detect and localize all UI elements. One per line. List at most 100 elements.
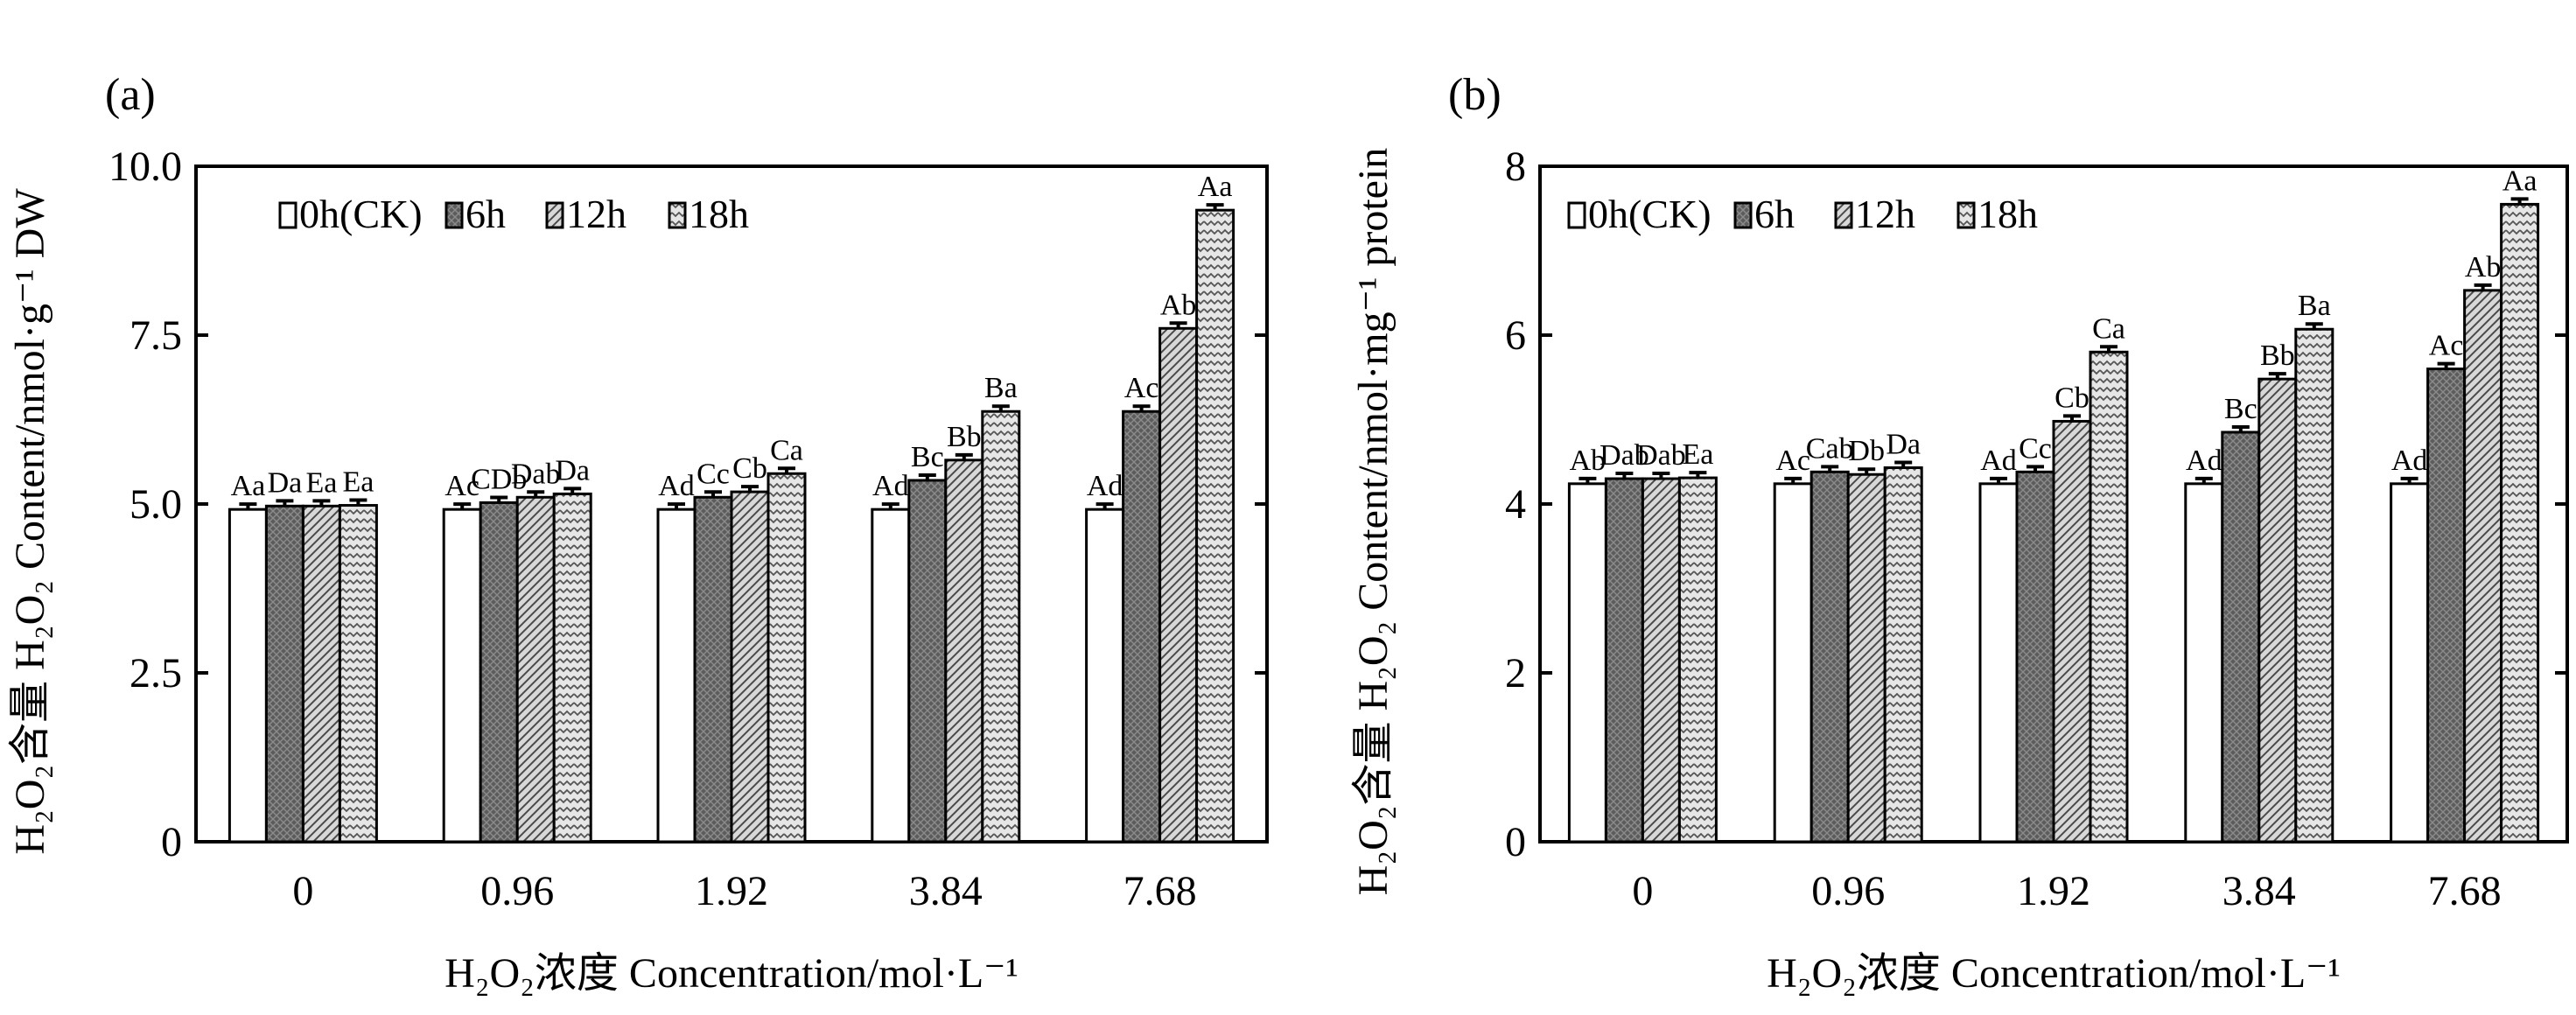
y-axis-label-cn: H₂O₂含量 — [7, 681, 53, 855]
x-tick-label: 0.96 — [1811, 868, 1885, 914]
x-tick-label: 0 — [1632, 868, 1653, 914]
significance-label: Cab — [1806, 432, 1854, 465]
bar-12h — [1158, 326, 1199, 844]
x-axis-label-en: Concentration/mol·L⁻¹ — [1951, 950, 2341, 997]
significance-label: Ab — [1160, 289, 1197, 321]
significance-label: Cc — [2019, 432, 2052, 465]
y-axis-label-en: H₂O₂ Content/nmol·mg⁻¹ protein — [1350, 148, 1396, 711]
bar-6h — [2221, 430, 2261, 844]
significance-label: Ad — [1980, 444, 2017, 477]
panel-label: (b) — [1448, 70, 1502, 120]
bar-0hck — [1085, 508, 1125, 844]
x-tick-label: 7.68 — [2428, 868, 2502, 914]
significance-label: Ac — [1775, 444, 1810, 477]
bar-12h — [1846, 472, 1886, 844]
x-tick-label: 3.84 — [2222, 868, 2296, 914]
x-axis-label: H₂O₂浓度 Concentration/mol·L⁻¹ — [444, 950, 1018, 997]
legend-label: 6h — [466, 192, 506, 236]
significance-label: Ea — [305, 466, 337, 499]
legend-swatch — [1956, 201, 1976, 229]
bar-18h — [2500, 202, 2540, 844]
significance-label: Ab — [1570, 444, 1606, 477]
significance-label: Dab — [511, 458, 561, 490]
significance-label: Ad — [872, 470, 909, 502]
bar-0hck — [1773, 482, 1813, 844]
y-tick-label: 0 — [1505, 819, 1526, 865]
significance-label: Db — [1848, 435, 1885, 467]
bar-6h — [1604, 477, 1644, 844]
legend-label: 0h(CK) — [299, 192, 423, 236]
legend-label: 12h — [1855, 192, 1915, 236]
significance-label: Da — [268, 466, 303, 499]
bar-6h — [693, 495, 733, 844]
x-tick-label: 1.92 — [2017, 868, 2090, 914]
y-tick-label: 2.5 — [130, 650, 182, 696]
legend-swatch — [444, 201, 464, 229]
significance-label: Ad — [1087, 470, 1124, 502]
significance-label: Ca — [2092, 312, 2125, 345]
significance-label: Ea — [342, 466, 374, 499]
x-tick-label: 3.84 — [909, 868, 983, 914]
significance-label: Ba — [2298, 290, 2331, 322]
legend-swatch — [1834, 201, 1853, 229]
significance-label: Da — [555, 454, 590, 486]
bar-12h — [1641, 477, 1681, 844]
bar-0hck — [871, 508, 911, 844]
x-tick-label: 0.96 — [480, 868, 554, 914]
bar-12h — [2052, 419, 2092, 844]
significance-label: Cc — [696, 458, 730, 490]
y-tick-label: 7.5 — [130, 312, 182, 359]
y-tick-label: 6 — [1505, 312, 1526, 359]
y-axis-label-en: H₂O₂ Content/nmol·g⁻¹ DW — [7, 188, 53, 670]
bar-0hck — [442, 508, 482, 844]
bar-12h — [2258, 377, 2298, 844]
significance-label: Ad — [2186, 444, 2222, 477]
legend-label: 6h — [1754, 192, 1795, 236]
panel-label: (a) — [105, 70, 156, 120]
legend-label: 12h — [566, 192, 626, 236]
legend-swatch — [1567, 201, 1586, 229]
legend-swatch — [545, 201, 564, 229]
x-axis-label-en: Concentration/mol·L⁻¹ — [629, 950, 1018, 997]
bar-6h — [907, 479, 948, 844]
bar-18h — [766, 472, 807, 844]
x-axis-label-cn: H₂O₂浓度 — [444, 950, 619, 997]
legend-swatch — [668, 201, 687, 229]
y-tick-label: 4 — [1505, 481, 1526, 528]
bar-18h — [2294, 327, 2334, 844]
significance-label: CDb — [471, 463, 527, 495]
significance-label: Dab — [1600, 439, 1649, 472]
x-tick-label: 1.92 — [695, 868, 768, 914]
significance-label: Ea — [1682, 438, 1713, 471]
y-tick-label: 5.0 — [130, 481, 182, 528]
significance-label: Dab — [1636, 439, 1686, 472]
bar-18h — [981, 410, 1021, 844]
y-tick-label: 10.0 — [108, 144, 182, 190]
bar-0hck — [2390, 482, 2430, 844]
significance-label: Bb — [2260, 340, 2295, 372]
significance-label: Da — [1886, 429, 1921, 461]
bar-12h — [944, 458, 984, 844]
significance-label: Bc — [2224, 393, 2258, 425]
significance-label: Aa — [2502, 164, 2538, 197]
bar-18h — [2089, 350, 2129, 844]
significance-label: Ca — [770, 434, 803, 466]
legend-label: 18h — [689, 192, 749, 236]
bar-12h — [301, 504, 341, 844]
significance-label: Bc — [911, 441, 944, 473]
bar-0hck — [1567, 482, 1607, 844]
y-tick-label: 0 — [161, 819, 182, 865]
bar-6h — [479, 500, 519, 844]
bar-18h — [1195, 208, 1236, 844]
significance-label: Ad — [2391, 444, 2428, 477]
significance-label: Cb — [2054, 382, 2090, 414]
significance-label: Aa — [1198, 171, 1233, 203]
bar-0hck — [2184, 482, 2224, 844]
significance-label: Ad — [658, 470, 695, 502]
bar-12h — [730, 490, 770, 844]
bar-6h — [2426, 368, 2467, 844]
bar-12h — [2463, 289, 2503, 844]
bar-6h — [264, 504, 304, 844]
significance-label: Aa — [231, 470, 266, 502]
